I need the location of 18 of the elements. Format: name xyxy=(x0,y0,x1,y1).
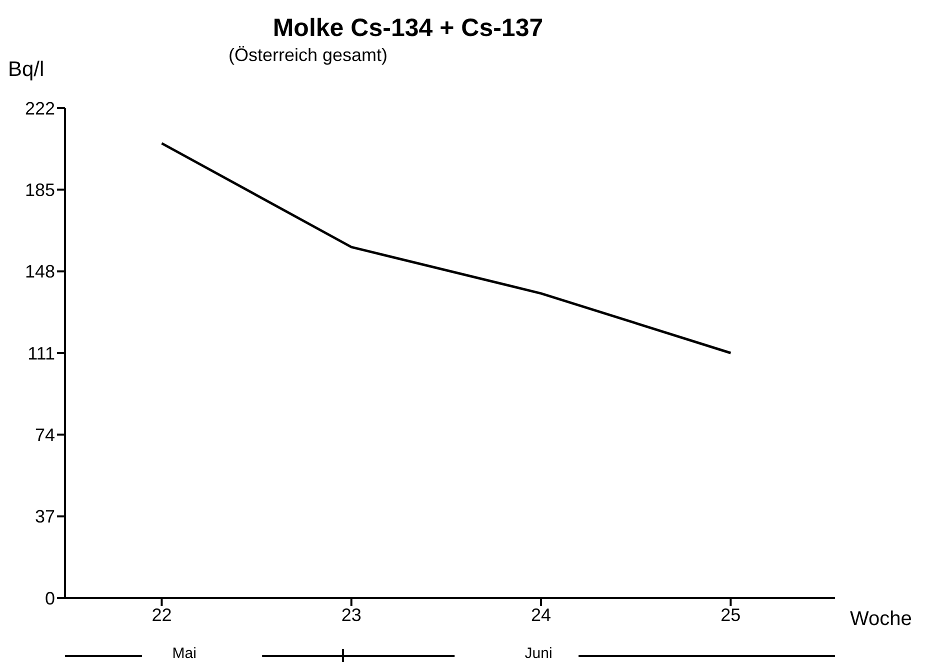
chart-subtitle: (Österreich gesamt) xyxy=(228,45,388,65)
y-tick-label: 185 xyxy=(24,180,55,200)
y-tick-label: 37 xyxy=(34,506,55,527)
y-tick-label: 222 xyxy=(24,98,55,118)
x-tick-label: 22 xyxy=(152,604,172,625)
y-tick-label: 74 xyxy=(34,425,55,446)
x-tick-label: 25 xyxy=(720,604,741,625)
text: Mai xyxy=(171,645,198,662)
y-tick-label: 111 xyxy=(28,343,55,364)
line-series xyxy=(160,142,732,354)
x-tick-label: 24 xyxy=(531,604,552,625)
text: Juni xyxy=(524,645,554,662)
y-axis-title: Bq/l xyxy=(8,58,44,82)
y-tick-label: 0 xyxy=(44,588,55,608)
y-tick-label: 148 xyxy=(24,262,55,282)
x-axis-title: Woche xyxy=(850,608,912,631)
chart-title: Molke Cs-134 + Cs-137 xyxy=(272,14,544,43)
x-tick-label: 23 xyxy=(341,604,362,625)
